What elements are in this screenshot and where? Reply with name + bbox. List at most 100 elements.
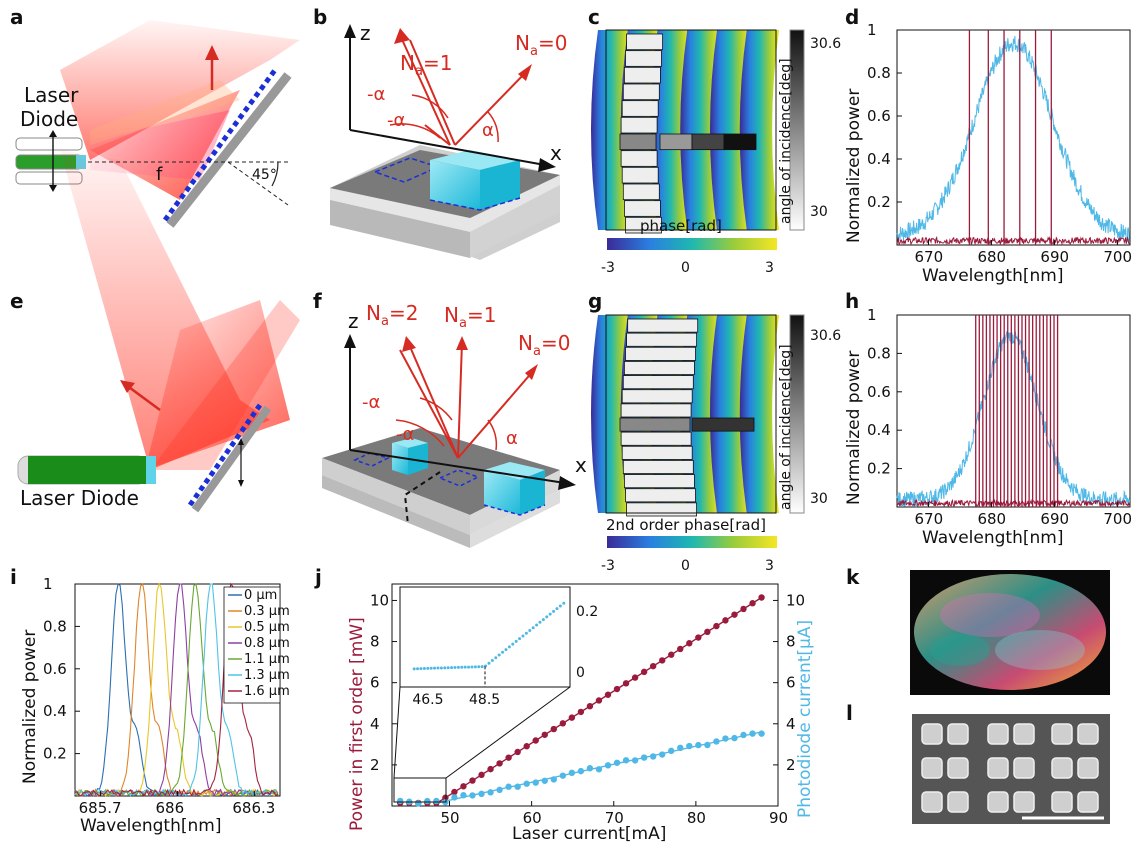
inset-point: [460, 665, 464, 669]
ray0-label: Na=0: [515, 31, 567, 59]
series-broadband: [896, 331, 1131, 509]
x-axis-label: Wavelength[nm]: [922, 528, 1063, 548]
phase-band: [739, 30, 780, 230]
inset-point: [545, 615, 549, 619]
inset-point: [436, 666, 440, 670]
zoom-box: [393, 777, 447, 803]
panel-label-e: e: [10, 289, 24, 313]
cube-front: [430, 160, 480, 210]
x-tick-label: 686.3: [232, 799, 275, 817]
data-point: [604, 762, 612, 769]
inset-point: [467, 665, 471, 669]
inset-point: [518, 637, 522, 641]
ray1-label: Na=1: [400, 51, 452, 79]
data-point: [731, 734, 738, 742]
f-substrate-bottom: [322, 475, 470, 548]
f-x-arrowhead: [558, 476, 576, 490]
panel-label-k: k: [846, 565, 860, 589]
data-point: [541, 777, 548, 784]
sem-pillar: [1051, 791, 1073, 813]
x-tick-label: 686: [156, 799, 185, 817]
x-tick-label: 70: [605, 809, 624, 827]
x-tick-label: 690: [1040, 248, 1069, 266]
y-tick-label-left: 6: [370, 674, 380, 692]
inset-point: [490, 658, 494, 662]
f-angle-arc-1: [395, 419, 445, 447]
data-point: [559, 772, 567, 779]
series-1.3: [74, 583, 279, 797]
data-point: [424, 797, 431, 805]
data-point: [505, 783, 512, 790]
inset-point: [429, 666, 433, 670]
unit-cell-mid: [659, 133, 693, 151]
x-label: x: [550, 141, 562, 165]
data-point: [613, 685, 621, 693]
y-tick-label-left: 8: [370, 633, 380, 651]
angle-colorbar-g: [789, 314, 805, 514]
unit-cell-mid: [723, 133, 757, 151]
sem-pillar: [921, 757, 943, 779]
series-1.1: [74, 583, 279, 798]
sem-pillar: [987, 791, 1009, 813]
data-point: [731, 611, 738, 618]
y-tick-label: 0.8: [867, 64, 891, 82]
diffracted-ray-1: [399, 34, 451, 146]
unit-cell: [620, 403, 692, 418]
y-tick-label: 1: [867, 306, 877, 324]
unit-cell: [620, 116, 658, 134]
phase-map-g: [591, 315, 780, 517]
sem-pillar: [947, 791, 969, 813]
chart-d: 670 680 690 700 0.2 0.4 0.6 0.8 1 Wavelength[nm] N…: [844, 21, 1132, 286]
f-x-label: x: [575, 453, 587, 477]
plot-frame: [896, 314, 1131, 508]
f-ray2-arrowhead: [402, 336, 416, 352]
unit-cell: [624, 474, 695, 489]
angle-arc: [271, 161, 279, 187]
data-point: [604, 691, 612, 698]
substrate-front: [330, 200, 470, 258]
inset-point: [535, 623, 539, 627]
cb-mid: 0: [681, 260, 690, 276]
data-point: [397, 797, 404, 805]
inset-point: [487, 661, 491, 665]
inset-point: [507, 645, 511, 649]
legend-label: 0.8 μm: [244, 636, 290, 651]
unit-cell: [625, 50, 662, 67]
unit-cell: [620, 150, 658, 167]
unit-cell: [622, 460, 694, 474]
x-tick-label: 680: [977, 510, 1006, 528]
unit-cell: [621, 100, 659, 117]
unit-cell: [626, 33, 663, 51]
data-point: [722, 735, 729, 742]
data-point: [442, 794, 449, 801]
phase-band: [710, 315, 750, 513]
substrate-edge: [330, 175, 560, 232]
unit-cell: [622, 83, 660, 101]
unit-cell: [625, 488, 696, 503]
data-point: [469, 777, 476, 784]
e-arrowhead-up: [238, 438, 244, 445]
phase-colorbar-g: [607, 536, 777, 548]
unit-cell: [624, 200, 661, 217]
ray1-arrowhead: [394, 28, 410, 44]
x-tick-label: 670: [914, 510, 943, 528]
sem-pillar: [921, 723, 943, 745]
f-x-axis: [349, 449, 566, 484]
inset-point: [511, 642, 515, 646]
sem-pillar: [921, 791, 943, 813]
legend-label: 1.3 μm: [244, 668, 290, 683]
inset-point: [473, 665, 477, 669]
diode-label-e: Laser Diode: [20, 486, 139, 510]
unit-cell: [624, 361, 695, 375]
cb-min-g: -3: [601, 558, 615, 574]
data-point: [613, 759, 621, 766]
normal-line: [227, 161, 289, 206]
legend-box: [223, 586, 281, 704]
f-z-arrowhead: [344, 334, 356, 348]
sem-pillar: [1051, 757, 1073, 779]
inset-point: [453, 666, 457, 670]
inset-point: [501, 650, 505, 654]
inset-point: [480, 665, 484, 669]
data-point: [749, 600, 756, 607]
y-tick-label-left: 10: [370, 591, 389, 609]
